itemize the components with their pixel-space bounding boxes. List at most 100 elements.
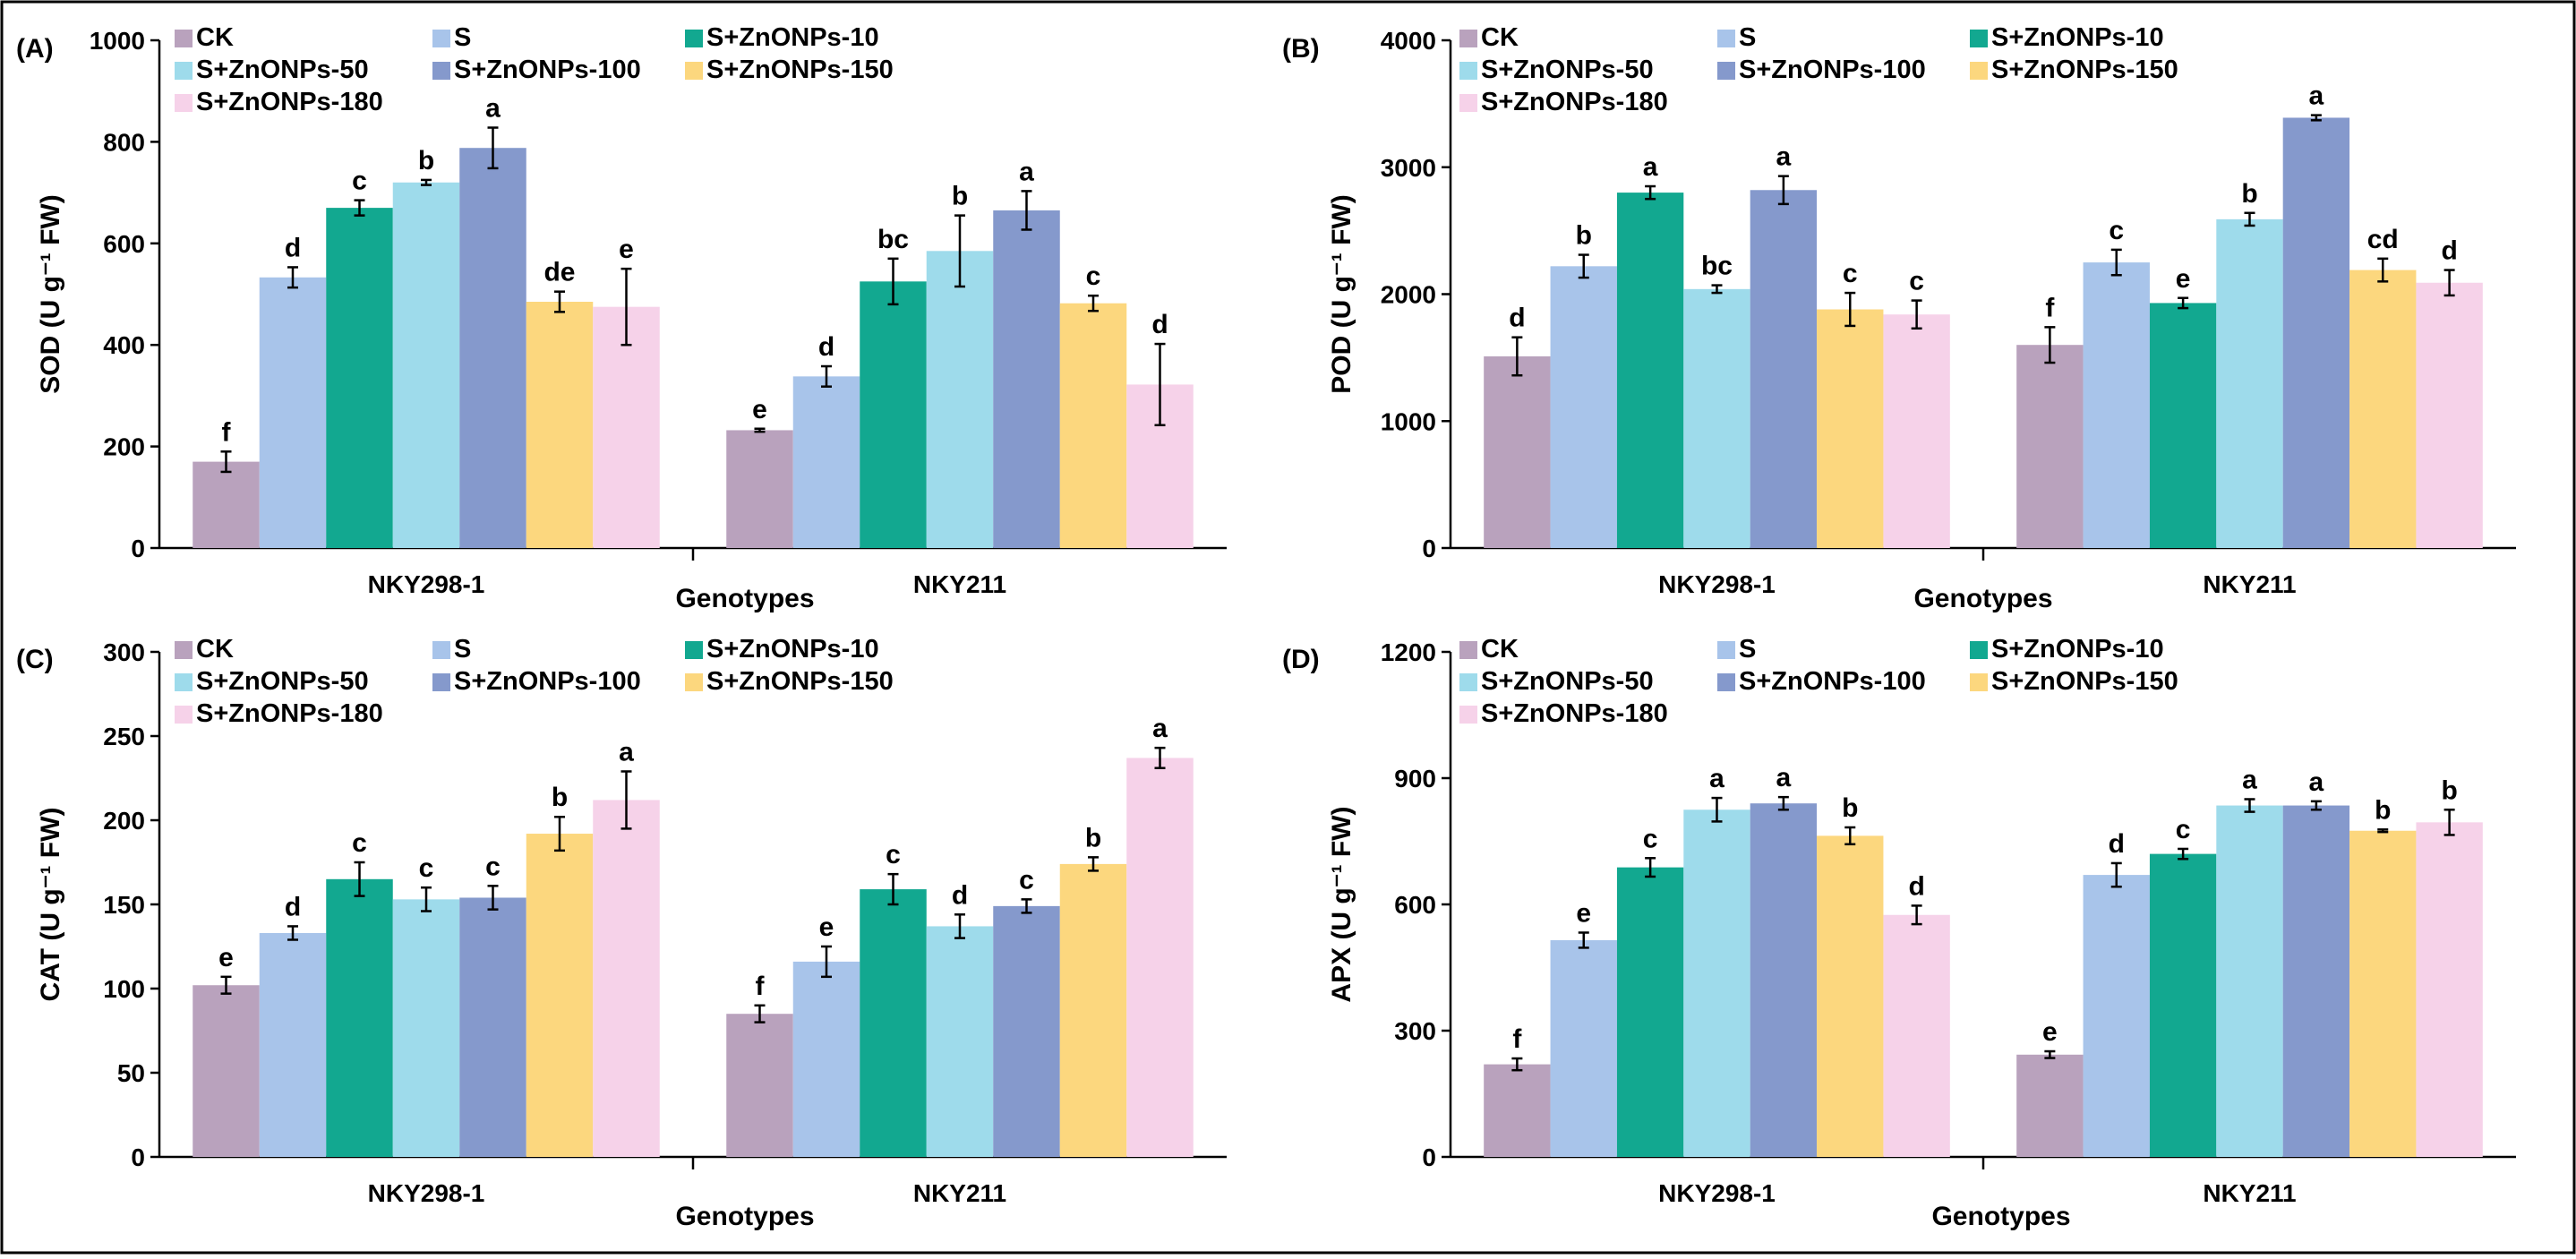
y-tick-label: 250 [103, 723, 145, 750]
significance-letter: e [2042, 1017, 2058, 1047]
bar-s-nky211 [2083, 875, 2150, 1157]
legend-swatch [1459, 641, 1477, 659]
significance-letter: e [2176, 264, 2191, 294]
legend-swatch [175, 94, 193, 112]
legend-label: S+ZnONPs-10 [1991, 635, 2164, 664]
significance-letter: c [485, 852, 501, 881]
x-category-label: NKY298-1 [368, 570, 485, 598]
legend-label: S+ZnONPs-180 [1481, 699, 1668, 728]
legend-swatch [1459, 30, 1477, 47]
legend-label: S+ZnONPs-180 [196, 699, 383, 728]
bar-s-znonps-150-nky298-1 [1817, 835, 1884, 1157]
significance-letter: d [285, 233, 301, 262]
significance-letter: c [1643, 824, 1658, 853]
bar-s-znonps-100-nky298-1 [459, 897, 526, 1157]
x-category-label: NKY298-1 [1658, 570, 1776, 598]
significance-letter: e [1576, 898, 1591, 928]
significance-letter: e [819, 912, 834, 942]
x-category-label: NKY298-1 [368, 1179, 485, 1207]
y-tick-label: 150 [103, 891, 145, 919]
significance-letter: a [2309, 767, 2324, 797]
significance-letter: b [1085, 823, 1101, 852]
legend-label: S+ZnONPs-100 [1739, 667, 1926, 696]
bar-s-znonps-10-nky298-1 [326, 208, 393, 549]
significance-letter: de [543, 258, 575, 287]
bar-s-znonps-50-nky211 [926, 251, 994, 548]
significance-letter: a [2242, 766, 2257, 795]
y-tick-label: 0 [131, 535, 145, 562]
x-axis-title: Genotypes [675, 584, 814, 613]
legend-label: CK [1481, 23, 1519, 52]
legend-swatch [685, 62, 703, 80]
significance-letter: bc [1701, 252, 1733, 281]
bar-s-znonps-180-nky298-1 [593, 306, 660, 548]
y-tick-label: 1000 [90, 27, 145, 55]
significance-letter: d [1509, 304, 1525, 333]
y-tick-label: 3000 [1381, 154, 1436, 182]
bar-s-znonps-50-nky211 [2216, 805, 2283, 1157]
legend-label: S+ZnONPs-10 [1991, 23, 2164, 52]
bar-ck-nky298-1 [193, 461, 260, 548]
legend-swatch [432, 641, 450, 659]
significance-letter: d [285, 892, 301, 921]
y-tick-label: 0 [1422, 535, 1436, 562]
bar-ck-nky211 [726, 1014, 793, 1157]
y-tick-label: 1000 [1381, 407, 1436, 435]
significance-letter: b [2241, 179, 2257, 209]
significance-letter: a [1776, 142, 1792, 172]
significance-letter: a [1776, 763, 1792, 792]
bar-ck-nky298-1 [1484, 1064, 1551, 1157]
bar-ck-nky211 [726, 430, 793, 548]
legend-label: S+ZnONPs-50 [1481, 56, 1654, 84]
significance-letter: b [552, 783, 568, 812]
bar-s-znonps-150-nky211 [1059, 863, 1127, 1157]
legend-swatch [1717, 30, 1735, 47]
legend-swatch [175, 706, 193, 724]
significance-letter: b [1842, 793, 1858, 823]
legend-swatch [1717, 62, 1735, 80]
legend-swatch [432, 673, 450, 691]
legend-label: S [1739, 635, 1756, 664]
significance-letter: e [752, 395, 767, 424]
chart-panel-c: (C) 0 50 100 150 200 250 300 CAT (U g⁻¹ FW) e d c c c… [16, 635, 1227, 1231]
significance-letter: d [2441, 236, 2457, 266]
legend-swatch [432, 62, 450, 80]
legend-swatch [1970, 62, 1988, 80]
legend-swatch [1459, 62, 1477, 80]
bar-ck-nky298-1 [193, 985, 260, 1157]
bar-s-znonps-50-nky298-1 [1683, 288, 1750, 548]
legend-label: S [1739, 23, 1756, 52]
bar-s-znonps-150-nky298-1 [526, 302, 594, 548]
legend-label: S+ZnONPs-100 [1739, 56, 1926, 84]
bar-s-znonps-180-nky211 [2416, 822, 2483, 1157]
significance-letter: c [352, 828, 367, 858]
y-tick-label: 4000 [1381, 27, 1436, 55]
y-tick-label: 600 [103, 230, 145, 258]
significance-letter: b [2441, 775, 2457, 805]
significance-letter: d [1151, 310, 1168, 339]
bar-s-znonps-100-nky211 [993, 210, 1060, 548]
y-tick-label: 100 [103, 975, 145, 1003]
y-tick-label: 900 [1394, 765, 1436, 792]
bar-s-znonps-180-nky211 [2416, 282, 2483, 548]
legend-label: S [454, 23, 471, 52]
significance-letter: c [419, 853, 434, 883]
significance-letter: f [1512, 1024, 1522, 1054]
legend-label: S+ZnONPs-150 [706, 56, 894, 84]
y-axis-title: SOD (U g⁻¹ FW) [36, 194, 65, 393]
y-axis-title: POD (U g⁻¹ FW) [1327, 194, 1356, 393]
significance-letter: b [418, 146, 434, 176]
legend-label: S+ZnONPs-150 [1991, 56, 2178, 84]
legend-label: S+ZnONPs-10 [706, 23, 879, 52]
bar-s-znonps-50-nky298-1 [392, 899, 460, 1157]
bar-s-nky298-1 [1550, 939, 1617, 1157]
bar-s-nky298-1 [1550, 266, 1617, 548]
bar-s-znonps-100-nky298-1 [1750, 190, 1818, 548]
significance-letter: f [222, 417, 232, 447]
x-category-label: NKY211 [913, 570, 1006, 598]
significance-letter: c [1909, 267, 1924, 296]
legend-label: S+ZnONPs-50 [1481, 667, 1654, 696]
legend-label: S+ZnONPs-100 [454, 667, 641, 696]
panel-label: (D) [1282, 645, 1320, 674]
